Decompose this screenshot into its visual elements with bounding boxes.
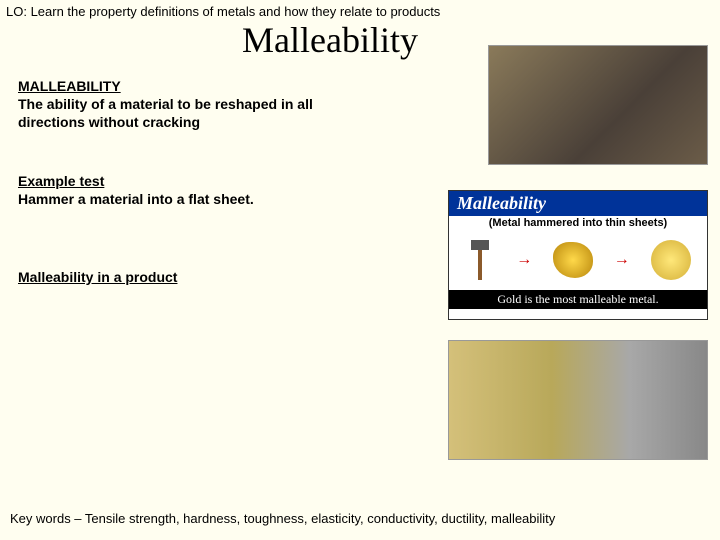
- infographic-subtitle: (Metal hammered into thin sheets): [449, 216, 707, 230]
- gold-foil-image: [448, 340, 708, 460]
- infographic-footer: Gold is the most malleable metal.: [449, 290, 707, 309]
- definition-heading: MALLEABILITY: [18, 77, 318, 95]
- definition-body: The ability of a material to be reshaped…: [18, 95, 318, 131]
- malleability-infographic: Malleability (Metal hammered into thin s…: [448, 190, 708, 320]
- anvil-image: [488, 45, 708, 165]
- hammer-icon: [465, 240, 495, 280]
- arrow-icon: →: [516, 251, 532, 269]
- gold-coin-icon: [651, 240, 691, 280]
- arrow-icon: →: [614, 251, 630, 269]
- example-test-section: Example test Hammer a material into a fl…: [18, 172, 318, 208]
- product-heading: Malleability in a product: [18, 268, 318, 286]
- gold-nugget-icon: [553, 242, 593, 278]
- example-test-heading: Example test: [18, 172, 318, 190]
- keywords-footer: Key words – Tensile strength, hardness, …: [10, 511, 555, 526]
- definition-section: MALLEABILITY The ability of a material t…: [18, 77, 318, 132]
- infographic-header: Malleability: [449, 191, 707, 216]
- example-test-body: Hammer a material into a flat sheet.: [18, 190, 318, 208]
- product-section: Malleability in a product: [18, 268, 318, 286]
- infographic-body: → →: [449, 230, 707, 290]
